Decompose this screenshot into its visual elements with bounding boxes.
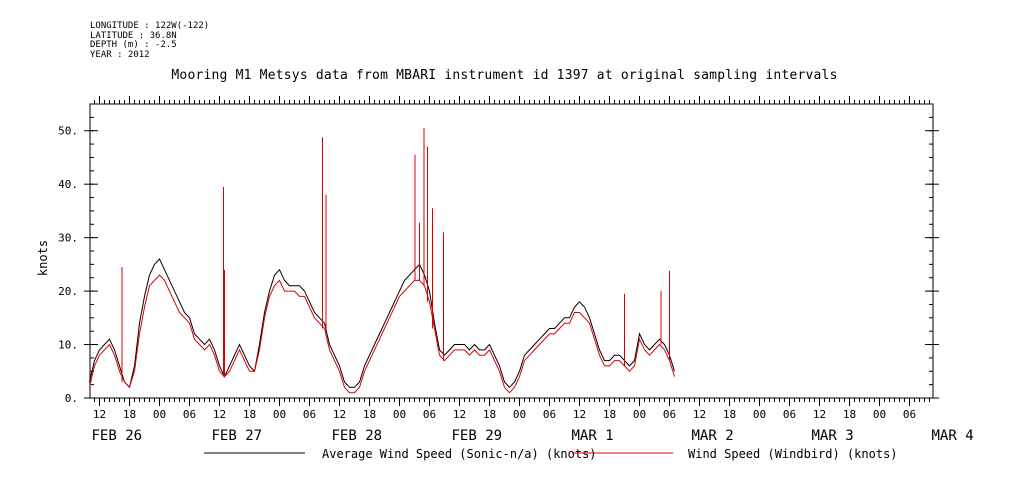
x-tick-label: 00: [273, 408, 286, 421]
sonic-line: [89, 258, 675, 389]
x-tick-label: 12: [213, 408, 226, 421]
x-tick-label: 12: [813, 408, 826, 421]
x-tick-label: 06: [903, 408, 916, 421]
x-date-label: MAR 2: [692, 428, 734, 444]
x-tick-label: 00: [513, 408, 526, 421]
sonic-series: [89, 258, 675, 389]
x-tick-label: 06: [423, 408, 436, 421]
windbird-line: [89, 274, 675, 394]
x-tick-label: 12: [333, 408, 346, 421]
x-tick-label: 18: [123, 408, 136, 421]
x-tick-label: 00: [753, 408, 766, 421]
x-tick-label: 06: [183, 408, 196, 421]
legend-windbird-label: Wind Speed (Windbird) (knots): [688, 447, 898, 461]
x-tick-label: 00: [633, 408, 646, 421]
y-axis-label: knots: [36, 240, 50, 276]
x-tick-label: 00: [153, 408, 166, 421]
x-date-label: MAR 4: [932, 428, 974, 444]
y-tick-label: 40.: [58, 178, 78, 191]
metadata-block: LONGITUDE : 122W(-122) LATITUDE : 36.8N …: [90, 21, 210, 60]
x-tick-label: 06: [543, 408, 556, 421]
x-tick-label: 18: [483, 408, 496, 421]
x-tick-label: 12: [93, 408, 106, 421]
x-tick-label: 06: [663, 408, 676, 421]
windbird-spikes: [121, 128, 670, 382]
y-tick-label: 50.: [58, 125, 78, 138]
x-tick-label: 12: [573, 408, 586, 421]
year-text: YEAR : 2012: [90, 49, 150, 60]
windbird-series: [89, 274, 675, 394]
legend: Average Wind Speed (Sonic-n/a) (knots) W…: [204, 447, 898, 461]
longitude-text: LONGITUDE : 122W(-122): [90, 21, 210, 31]
x-tick-label: 12: [453, 408, 466, 421]
legend-sonic-label: Average Wind Speed (Sonic-n/a) (knots): [322, 447, 597, 461]
x-date-label: FEB 27: [212, 428, 263, 444]
x-tick-label: 06: [303, 408, 316, 421]
y-tick-label: 20.: [58, 285, 78, 298]
plot-frame: [89, 103, 934, 399]
depth-text: DEPTH (m) : -2.5: [90, 40, 177, 50]
x-tick-label: 00: [873, 408, 886, 421]
x-tick-label: 18: [603, 408, 616, 421]
x-date-label: FEB 28: [332, 428, 383, 444]
chart-title: Mooring M1 Metsys data from MBARI instru…: [171, 68, 838, 83]
x-date-label: MAR 3: [812, 428, 854, 444]
x-date-label: FEB 29: [452, 428, 503, 444]
x-tick-label: 00: [393, 408, 406, 421]
plot-axes: 0. 10. 20. 30. 40. 50. 12 18 00 06 12 18 00 06 12 18 00 0…: [58, 96, 974, 444]
x-tick-label: 18: [843, 408, 856, 421]
x-date-label: FEB 26: [92, 428, 143, 444]
x-tick-label: 18: [243, 408, 256, 421]
x-date-label: MAR 1: [572, 428, 614, 444]
y-tick-label: 0.: [65, 392, 78, 405]
y-tick-label: 30.: [58, 232, 78, 245]
x-tick-label: 12: [693, 408, 706, 421]
x-tick-label: 18: [363, 408, 376, 421]
x-tick-label: 06: [783, 408, 796, 421]
y-tick-label: 10.: [58, 339, 78, 352]
x-tick-label: 18: [723, 408, 736, 421]
latitude-text: LATITUDE : 36.8N: [90, 30, 177, 41]
